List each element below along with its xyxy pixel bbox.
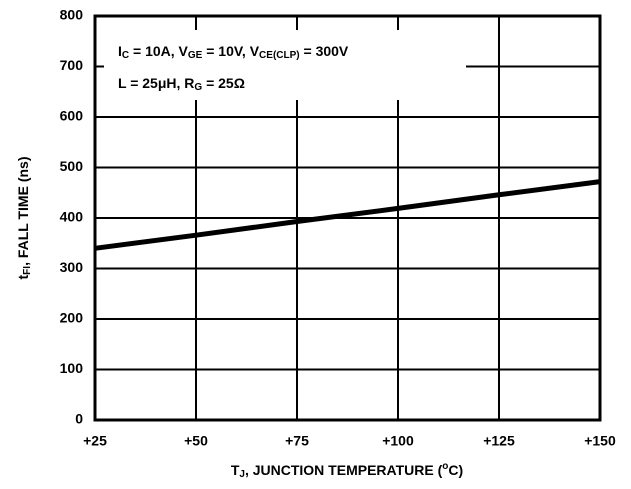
annotation: L = 25μH, RG​ = 25Ω xyxy=(118,75,245,93)
subscript: CE(CLP) xyxy=(259,50,300,61)
text-part: = 300V xyxy=(300,43,349,59)
annotation-box xyxy=(104,30,466,100)
annotation: IC​ = 10A, VGE​ = 10V, VCE(CLP)​ = 300V xyxy=(118,43,349,61)
x-tick-label: +100 xyxy=(382,433,414,449)
y-tick-label: 800 xyxy=(60,7,84,23)
y-tick-label: 700 xyxy=(60,57,84,73)
text-part: = 25Ω xyxy=(202,75,245,91)
x-tick-label: +25 xyxy=(83,433,107,449)
x-tick-label: +150 xyxy=(584,433,616,449)
text-part: I xyxy=(118,43,122,59)
subscript: GE xyxy=(188,50,203,61)
text-part: , FALL TIME (ns) xyxy=(15,157,31,266)
text-part: = 10V, V xyxy=(202,43,259,59)
y-axis-label: tFI​, FALL TIME (ns) xyxy=(15,157,33,280)
x-tick-label: +50 xyxy=(184,433,208,449)
y-tick-label: 500 xyxy=(60,158,84,174)
text-part: , JUNCTION TEMPERATURE ( xyxy=(245,462,443,478)
y-tick-label: 100 xyxy=(60,360,84,376)
y-tick-label: 300 xyxy=(60,259,84,275)
x-axis-label: TJ​, JUNCTION TEMPERATURE (o​C) xyxy=(231,461,463,480)
superscript: o xyxy=(442,461,448,472)
y-tick-label: 200 xyxy=(60,310,84,326)
x-tick-label: +125 xyxy=(483,433,515,449)
subscript: C xyxy=(122,50,129,61)
text-part: T xyxy=(231,462,240,478)
y-tick-label: 400 xyxy=(60,209,84,225)
text-part: t xyxy=(15,274,31,279)
text-part: C) xyxy=(448,462,463,478)
plot-frame xyxy=(93,14,602,422)
subscript: J xyxy=(239,469,245,480)
x-tick-label: +75 xyxy=(285,433,309,449)
data-line xyxy=(94,179,601,251)
subscript: G xyxy=(194,82,202,93)
y-tick-label: 600 xyxy=(60,108,84,124)
subscript: FI xyxy=(22,266,33,275)
text-part: = 10A, V xyxy=(129,43,188,59)
y-tick-label: 0 xyxy=(75,411,83,427)
text-part: L = 25μH, R xyxy=(118,75,194,91)
